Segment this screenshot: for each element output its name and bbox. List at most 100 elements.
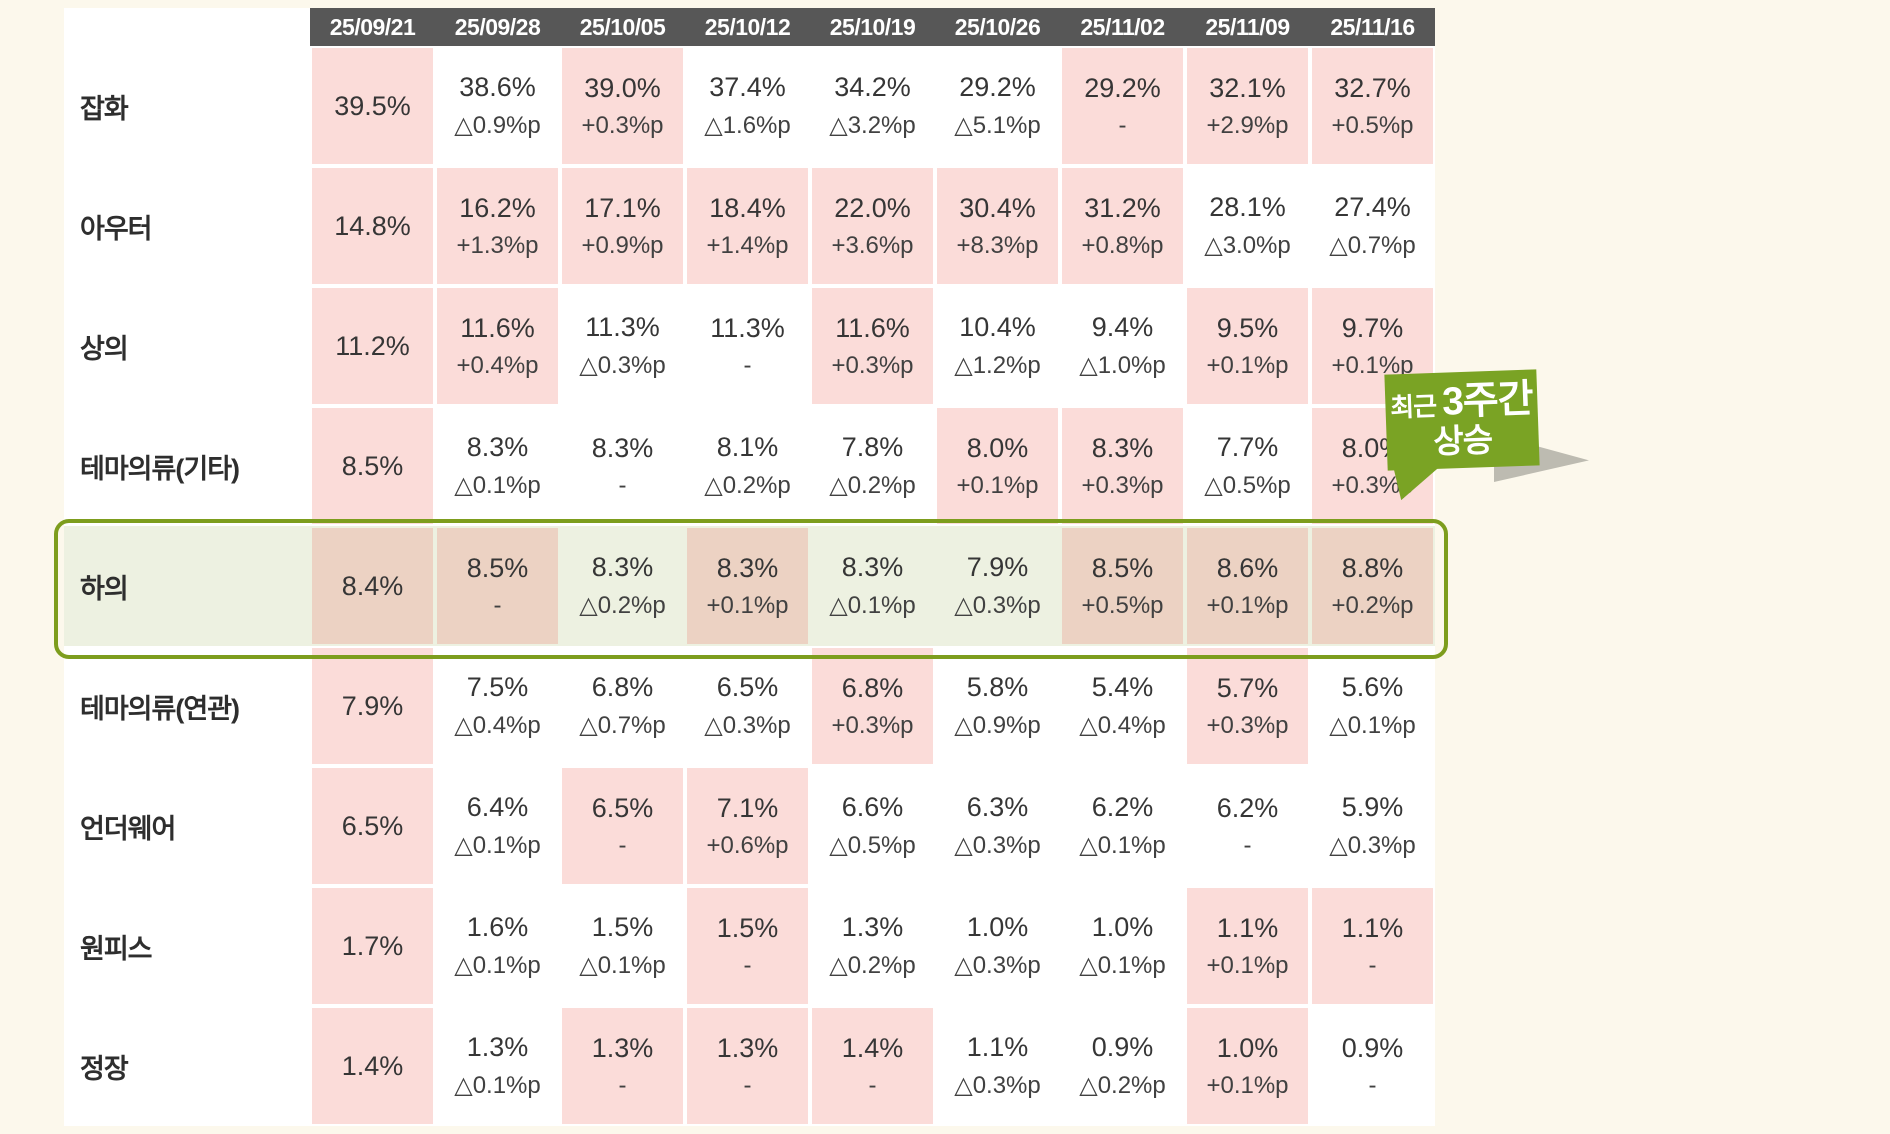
- share-cell: 5.6% △0.1%p: [1310, 646, 1435, 766]
- share-value: 29.2%: [1084, 72, 1161, 103]
- date-column-header: 25/10/05: [560, 8, 685, 46]
- wow-change: △0.4%p: [454, 712, 541, 739]
- callout-line1: 최근 3주간: [1389, 378, 1534, 426]
- date-column-header: 25/11/16: [1310, 8, 1435, 46]
- share-value: 1.0%: [966, 912, 1029, 942]
- date-column-header: 25/09/21: [310, 8, 435, 46]
- share-cell: 7.9% △0.3%p: [935, 526, 1060, 646]
- weekly-share-table: 25/09/21 25/09/28 25/10/05 25/10/12 25/10/19…: [64, 8, 1435, 1126]
- category-row-label: 테마의류(연관): [64, 646, 310, 766]
- wow-change: +0.1%p: [956, 471, 1039, 499]
- wow-change: △0.1%p: [1329, 712, 1416, 739]
- share-cell: 1.1% △0.3%p: [935, 1006, 1060, 1126]
- share-cell: 5.9% △0.3%p: [1310, 766, 1435, 886]
- share-value: 1.5%: [591, 912, 654, 942]
- wow-change: +0.5%p: [1081, 591, 1164, 619]
- share-cell: 8.8% +0.2%p: [1310, 526, 1435, 646]
- share-cell: 1.3% △0.2%p: [810, 886, 935, 1006]
- share-value: 39.0%: [584, 72, 661, 103]
- wow-change: -: [1243, 831, 1252, 859]
- wow-change: +1.4%p: [706, 231, 789, 259]
- wow-change: △0.1%p: [829, 592, 916, 619]
- share-cell: 39.0% +0.3%p: [560, 46, 685, 166]
- wow-change: +0.3%p: [831, 711, 914, 739]
- share-cell: 5.7% +0.3%p: [1185, 646, 1310, 766]
- share-value: 6.4%: [466, 792, 529, 822]
- share-cell: 6.5% △0.3%p: [685, 646, 810, 766]
- wow-change: +1.3%p: [456, 231, 539, 259]
- date-column-header: 25/11/09: [1185, 8, 1310, 46]
- share-value: 6.6%: [841, 792, 904, 822]
- share-cell: 7.1% +0.6%p: [685, 766, 810, 886]
- wow-change: △0.1%p: [454, 952, 541, 979]
- wow-change: △0.1%p: [454, 1072, 541, 1099]
- share-cell: 27.4% △0.7%p: [1310, 166, 1435, 286]
- share-cell: 6.5% -: [560, 766, 685, 886]
- share-cell: 1.0% △0.3%p: [935, 886, 1060, 1006]
- wow-change: -: [1368, 1071, 1377, 1099]
- category-row-label: 정장: [64, 1006, 310, 1126]
- share-value: 1.1%: [966, 1032, 1029, 1062]
- share-value: 1.4%: [341, 1050, 404, 1081]
- callout-bubble: 최근 3주간 상승: [1384, 369, 1540, 470]
- share-value: 9.4%: [1091, 312, 1154, 342]
- share-value: 29.2%: [959, 72, 1036, 102]
- share-value: 32.7%: [1334, 72, 1411, 103]
- date-column-header: 25/11/02: [1060, 8, 1185, 46]
- share-cell: 6.4% △0.1%p: [435, 766, 560, 886]
- share-value: 11.6%: [460, 312, 535, 343]
- wow-change: -: [743, 1071, 752, 1099]
- share-value: 1.3%: [591, 1032, 654, 1063]
- wow-change: △0.3%p: [954, 1072, 1041, 1099]
- share-cell: 32.1% +2.9%p: [1185, 46, 1310, 166]
- share-value: 1.3%: [466, 1032, 529, 1062]
- wow-change: △0.3%p: [579, 352, 666, 379]
- share-value: 0.9%: [1341, 1032, 1404, 1063]
- share-cell: 32.7% +0.5%p: [1310, 46, 1435, 166]
- share-value: 8.0%: [966, 432, 1029, 463]
- share-cell: 38.6% △0.9%p: [435, 46, 560, 166]
- share-cell: 1.5% -: [685, 886, 810, 1006]
- share-cell: 39.5%: [310, 46, 435, 166]
- share-cell: 6.8% +0.3%p: [810, 646, 935, 766]
- share-value: 8.3%: [591, 432, 654, 463]
- category-row-label: 하의: [64, 526, 310, 646]
- category-row-label: 잡화: [64, 46, 310, 166]
- wow-change: △0.2%p: [1079, 1072, 1166, 1099]
- share-cell: 1.1% -: [1310, 886, 1435, 1006]
- wow-change: +0.1%p: [1206, 1071, 1289, 1099]
- share-value: 8.3%: [716, 552, 779, 583]
- share-cell: 8.5% -: [435, 526, 560, 646]
- wow-change: △1.0%p: [1079, 352, 1166, 379]
- share-value: 5.9%: [1341, 792, 1404, 822]
- share-cell: 0.9% -: [1310, 1006, 1435, 1126]
- date-column-header: 25/10/19: [810, 8, 935, 46]
- share-cell: 8.5%: [310, 406, 435, 526]
- wow-change: -: [743, 951, 752, 979]
- wow-change: +2.9%p: [1206, 111, 1289, 139]
- wow-change: △0.3%p: [1329, 832, 1416, 859]
- share-value: 27.4%: [1334, 192, 1411, 222]
- share-value: 6.2%: [1091, 792, 1154, 822]
- share-value: 1.7%: [341, 930, 404, 961]
- share-cell: 1.5% △0.1%p: [560, 886, 685, 1006]
- wow-change: △0.5%p: [1204, 472, 1291, 499]
- wow-change: △0.5%p: [829, 832, 916, 859]
- share-cell: 9.5% +0.1%p: [1185, 286, 1310, 406]
- share-value: 18.4%: [709, 192, 786, 223]
- wow-change: △0.1%p: [454, 472, 541, 499]
- share-value: 6.8%: [591, 672, 654, 702]
- share-value: 11.3%: [710, 312, 785, 343]
- share-value: 5.8%: [966, 672, 1029, 702]
- share-value: 8.1%: [716, 432, 779, 462]
- wow-change: △0.1%p: [579, 952, 666, 979]
- share-value: 0.9%: [1091, 1032, 1154, 1062]
- share-cell: 34.2% △3.2%p: [810, 46, 935, 166]
- wow-change: -: [743, 351, 752, 379]
- share-cell: 30.4% +8.3%p: [935, 166, 1060, 286]
- share-cell: 1.0% +0.1%p: [1185, 1006, 1310, 1126]
- share-cell: 16.2% +1.3%p: [435, 166, 560, 286]
- share-cell: 8.5% +0.5%p: [1060, 526, 1185, 646]
- share-value: 5.6%: [1341, 672, 1404, 702]
